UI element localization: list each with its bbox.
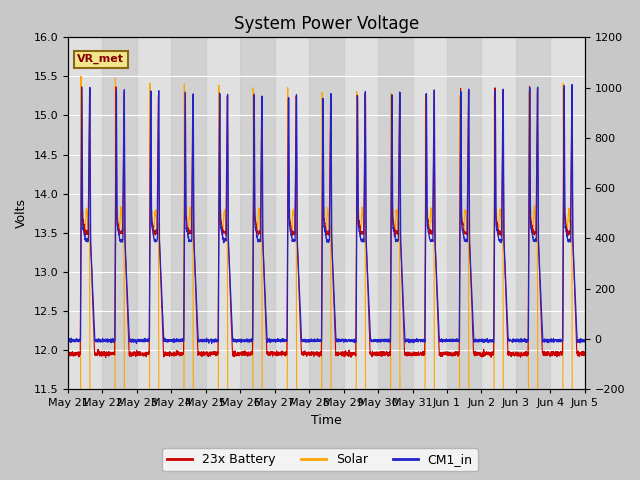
- CM1_in: [377, 337, 385, 343]
- Line: CM1_in: CM1_in: [68, 84, 585, 344]
- 23x Battery: [209, 350, 216, 356]
- 23x Battery: [581, 351, 589, 357]
- Bar: [240, 37, 275, 389]
- Bar: [447, 37, 481, 389]
- Bar: [102, 37, 137, 389]
- CM1_in: [568, 82, 576, 87]
- CM1_in: [175, 337, 182, 343]
- 23x Battery: [102, 355, 109, 360]
- CM1_in: [580, 337, 588, 343]
- 23x Battery: [580, 350, 588, 356]
- Y-axis label: Volts: Volts: [15, 198, 28, 228]
- X-axis label: Time: Time: [311, 414, 342, 427]
- CM1_in: [386, 339, 394, 345]
- Text: VR_met: VR_met: [77, 54, 124, 64]
- Legend: 23x Battery, Solar, CM1_in: 23x Battery, Solar, CM1_in: [163, 448, 477, 471]
- 23x Battery: [532, 228, 540, 234]
- 23x Battery: [386, 351, 394, 357]
- Bar: [172, 37, 206, 389]
- CM1_in: [581, 337, 589, 343]
- Bar: [516, 37, 550, 389]
- Bar: [378, 37, 413, 389]
- 23x Battery: [64, 350, 72, 356]
- Line: Solar: Solar: [68, 76, 585, 480]
- CM1_in: [64, 337, 72, 343]
- 23x Battery: [175, 350, 182, 356]
- Title: System Power Voltage: System Power Voltage: [234, 15, 419, 33]
- 23x Battery: [525, 84, 533, 89]
- Bar: [309, 37, 344, 389]
- CM1_in: [208, 341, 216, 347]
- Solar: [532, 226, 540, 231]
- CM1_in: [209, 337, 216, 343]
- Solar: [77, 73, 84, 79]
- 23x Battery: [377, 351, 385, 357]
- Line: 23x Battery: 23x Battery: [68, 86, 585, 358]
- CM1_in: [532, 238, 540, 244]
